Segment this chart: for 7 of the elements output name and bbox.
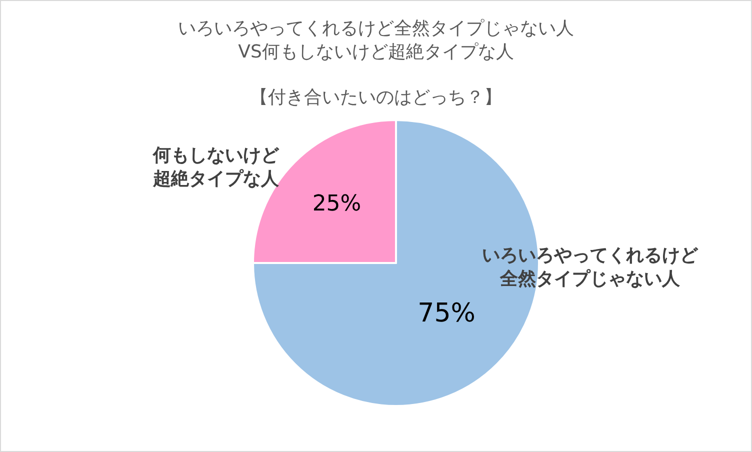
slice-label: いろいろやってくれるけど全然タイプじゃない人 (482, 245, 699, 290)
text: 【付き合いたいのはどっち？】 (250, 87, 502, 108)
slice-label: 何もしないけど超絶タイプな人 (152, 145, 280, 190)
chart-title: VS何もしないけど超絶タイプな人 (238, 41, 514, 62)
data-label: 75% (418, 298, 476, 329)
data-label: 25% (312, 191, 362, 216)
slice-label: いろいろやってくれるけど全然タイプじゃない人 (178, 18, 574, 39)
